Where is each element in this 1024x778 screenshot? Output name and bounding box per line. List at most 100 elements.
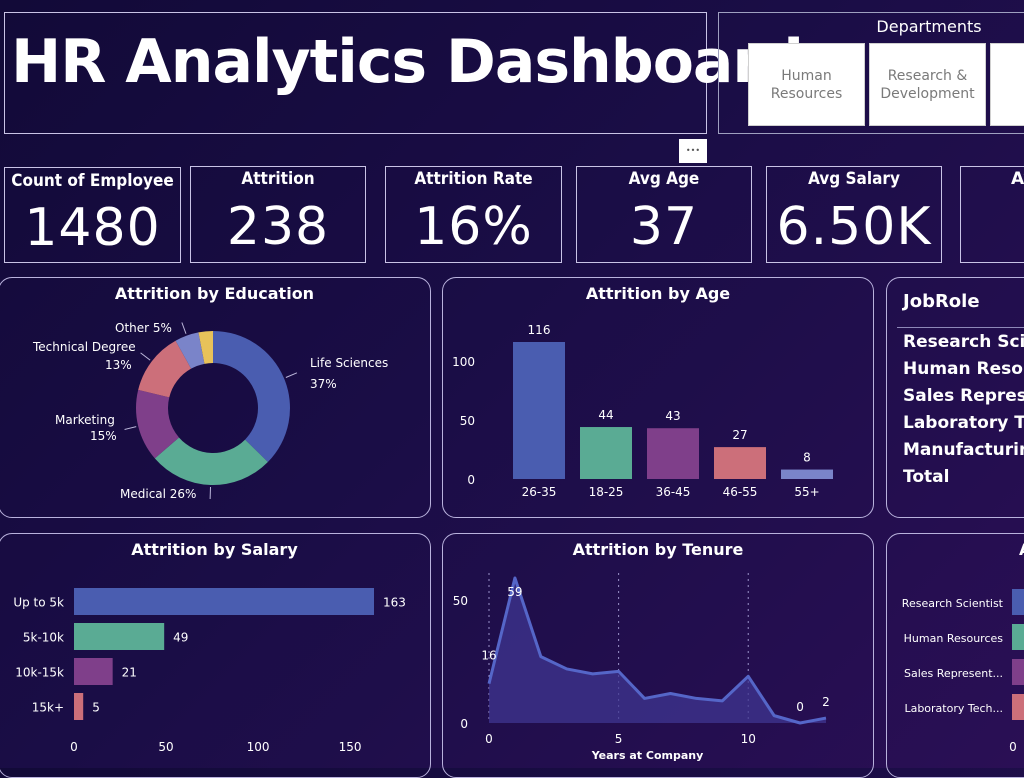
kpi-value: 1480 <box>5 198 180 258</box>
jobrole-row[interactable]: Human Resou <box>903 359 1024 379</box>
jobrole-row[interactable]: Manufacturing <box>903 440 1024 460</box>
data-label: 116 <box>528 323 551 337</box>
bar <box>1012 624 1024 650</box>
kpi-label: Attrition Rate <box>386 169 561 189</box>
bar <box>1012 589 1024 615</box>
kpi-label: Avg Age <box>577 169 751 189</box>
y-tick-label: Human Resources <box>904 632 1004 645</box>
page-title: HR Analytics Dashboard <box>11 27 803 97</box>
x-tick-label: 26-35 <box>522 485 557 499</box>
kpi-card-count-of-employee: Count of Employee 1480 <box>4 167 181 263</box>
data-label: 0 <box>796 700 804 714</box>
age-bar-chart: 0 50 100 116 26-35 44 18-25 43 36-45 27 46-55 8 55+ <box>442 277 874 518</box>
slice-label: Technical Degree <box>32 340 136 354</box>
data-label: 59 <box>507 585 522 599</box>
x-tick-label: 55+ <box>794 485 819 499</box>
slice-label: Marketing <box>55 413 115 427</box>
bar <box>580 427 632 479</box>
data-label: 44 <box>598 408 613 422</box>
data-label: 16 <box>481 649 496 663</box>
jobrole-total-row: Total <box>903 467 949 487</box>
x-tick-label: 36-45 <box>656 485 691 499</box>
data-label: 27 <box>732 428 747 442</box>
kpi-value: 238 <box>191 197 365 257</box>
kpi-card-partial: Av <box>960 166 1024 263</box>
jobrole-row[interactable]: Sales Represer <box>903 386 1024 406</box>
more-options-button[interactable]: ••• <box>679 139 707 163</box>
x-tick-label: 0 <box>70 740 78 754</box>
kpi-label: Avg Salary <box>767 169 941 189</box>
jobrole-header: JobRole <box>903 291 980 312</box>
y-tick-label: 0 <box>460 717 468 731</box>
leader-line <box>125 427 137 430</box>
bar <box>781 470 833 479</box>
title-box: HR Analytics Dashboard <box>4 12 707 134</box>
jobrole-bar-chart: Research Scientist Human Resources Sales R… <box>886 533 1024 768</box>
jobrole-divider <box>897 327 1024 328</box>
y-tick-label: Laboratory Tech... <box>904 702 1003 715</box>
bar <box>74 588 374 615</box>
kpi-card-avg-salary: Avg Salary 6.50K <box>766 166 942 263</box>
slice-label: Medical 26% <box>120 487 196 501</box>
kpi-label: Av <box>1011 169 1024 189</box>
kpi-card-avg-age: Avg Age 37 <box>576 166 752 263</box>
y-tick-label: Sales Represent... <box>904 667 1003 680</box>
x-tick-label: 150 <box>339 740 362 754</box>
dept-button-research-development[interactable]: Research & Development <box>869 43 986 126</box>
slice-percent: 15% <box>90 429 117 443</box>
bar <box>647 428 699 479</box>
jobrole-row[interactable]: Research Scien <box>903 332 1024 352</box>
leader-line <box>182 322 186 333</box>
data-label: 43 <box>665 409 680 423</box>
data-label: 8 <box>803 451 811 465</box>
kpi-card-attrition: Attrition 238 <box>190 166 366 263</box>
y-tick-label: 10k-15k <box>15 666 64 680</box>
data-label: 2 <box>822 695 830 709</box>
slice-percent: 37% <box>310 377 337 391</box>
kpi-value: 6.50K <box>767 197 941 257</box>
slice-label: Life Sciences <box>310 356 388 370</box>
bar <box>74 623 164 650</box>
tenure-area-chart: 0 5 10 0 50 16 59 0 2 Years at Company <box>442 533 874 768</box>
bar <box>1012 659 1024 685</box>
y-tick-label: 100 <box>452 355 475 369</box>
education-donut-chart: Life Sciences 37% Medical 26% Marketing 15% T… <box>0 277 431 518</box>
y-tick-label: 50 <box>460 414 475 428</box>
bar <box>1012 694 1024 720</box>
x-tick-label: 18-25 <box>589 485 624 499</box>
kpi-label: Attrition <box>191 169 365 189</box>
x-tick-label: 0 <box>1009 740 1017 754</box>
leader-line <box>286 373 297 378</box>
slice-percent: 13% <box>105 358 132 372</box>
x-tick-label: 10 <box>741 732 756 746</box>
kpi-card-attrition-rate: Attrition Rate 16% <box>385 166 562 263</box>
dept-button-human-resources[interactable]: Human Resources <box>748 43 865 126</box>
departments-title: Departments <box>719 17 1024 36</box>
y-tick-label: 5k-10k <box>23 631 64 645</box>
x-tick-label: 46-55 <box>723 485 758 499</box>
data-label: 49 <box>173 631 188 645</box>
slice-label: Other 5% <box>115 321 172 335</box>
data-label: 163 <box>383 596 406 610</box>
leader-line <box>141 353 151 360</box>
dept-button-sales[interactable] <box>990 43 1024 126</box>
kpi-value: 37 <box>577 197 751 257</box>
y-tick-label: 0 <box>467 473 475 487</box>
jobrole-row[interactable]: Laboratory Te <box>903 413 1024 433</box>
x-tick-label: 5 <box>615 732 623 746</box>
y-tick-label: 15k+ <box>32 701 64 715</box>
data-label: 5 <box>92 701 100 715</box>
donut-slice <box>213 331 290 462</box>
bar <box>74 658 113 685</box>
y-tick-label: 50 <box>453 594 468 608</box>
data-label: 21 <box>122 666 137 680</box>
y-tick-label: Research Scientist <box>902 597 1004 610</box>
bar <box>513 342 565 479</box>
x-tick-label: 0 <box>485 732 493 746</box>
kpi-value: 16% <box>386 197 561 257</box>
x-axis-title: Years at Company <box>591 749 704 762</box>
bar <box>714 447 766 479</box>
y-tick-label: Up to 5k <box>13 596 64 610</box>
kpi-label: Count of Employee <box>5 171 180 191</box>
